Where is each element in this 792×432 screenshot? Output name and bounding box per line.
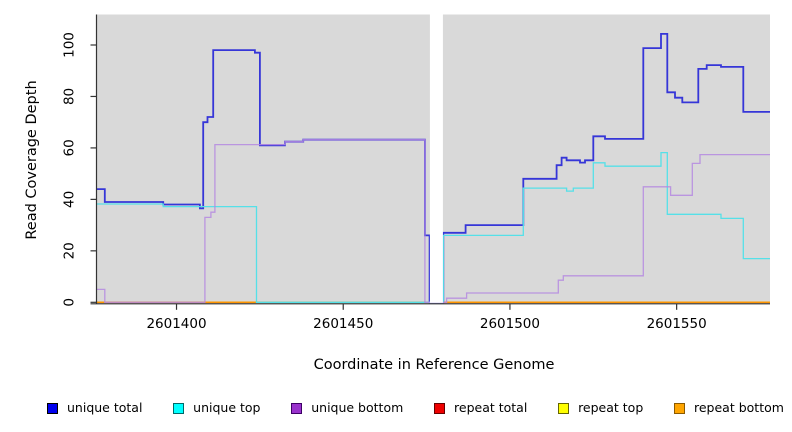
legend-item: unique bottom xyxy=(291,399,404,415)
legend-item: unique top xyxy=(173,399,261,415)
legend-label: unique top xyxy=(193,399,261,415)
legend-label: repeat top xyxy=(578,399,644,415)
axes xyxy=(90,14,770,310)
x-tick-label: 2601550 xyxy=(647,316,707,332)
y-tick-label: 80 xyxy=(62,88,78,105)
legend: unique total unique top unique bottom repea… xyxy=(47,398,784,418)
series-line-unique-top xyxy=(96,151,770,303)
y-tick-label: 40 xyxy=(62,191,78,208)
x-tick-label: 2601450 xyxy=(313,316,373,332)
y-tick-label: 100 xyxy=(62,32,78,58)
legend-item: repeat bottom xyxy=(674,399,784,415)
masked-region-overlay xyxy=(429,13,443,303)
y-axis-label: Read Coverage Depth xyxy=(24,80,40,240)
x-axis-label: Coordinate in Reference Genome xyxy=(313,357,555,373)
series-lines xyxy=(96,33,770,304)
legend-label: unique total xyxy=(67,399,143,415)
legend-swatch-icon xyxy=(434,402,446,414)
series-line-unique-total xyxy=(96,33,770,304)
y-tick-label: 60 xyxy=(62,139,78,156)
legend-item: unique total xyxy=(47,399,143,415)
series-line-unique-bottom xyxy=(96,139,770,303)
legend-item: repeat top xyxy=(558,399,644,415)
tick-labels: 2601400 2601450 2601500 2601550 0 20 40 60 80 100 xyxy=(62,32,707,332)
legend-label: unique bottom xyxy=(311,399,404,415)
x-tick-label: 2601400 xyxy=(146,316,206,332)
legend-swatch-icon xyxy=(173,402,185,414)
legend-swatch-icon xyxy=(674,402,685,414)
legend-swatch-icon xyxy=(558,402,570,414)
legend-label: repeat total xyxy=(454,399,528,415)
masked-region xyxy=(429,13,443,303)
legend-label: repeat bottom xyxy=(694,399,784,415)
legend-swatch-icon xyxy=(47,402,58,414)
x-tick-label: 2601500 xyxy=(480,316,540,332)
y-tick-label: 0 xyxy=(62,298,78,307)
y-tick-label: 20 xyxy=(62,242,78,259)
legend-item: repeat total xyxy=(434,399,528,415)
legend-swatch-icon xyxy=(291,402,303,414)
